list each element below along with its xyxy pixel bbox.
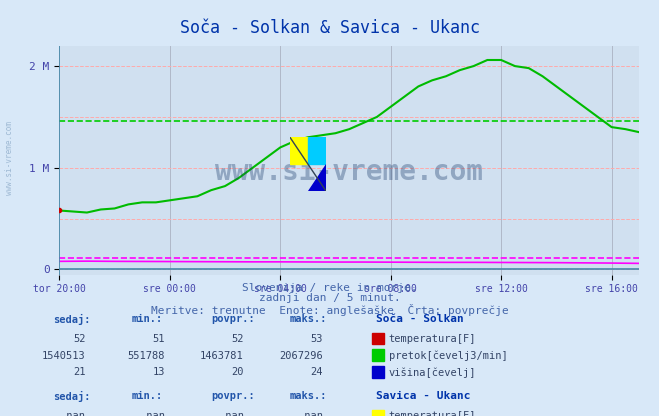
Text: 24: 24 xyxy=(310,367,323,377)
Text: Meritve: trenutne  Enote: anglešaške  Črta: povprečje: Meritve: trenutne Enote: anglešaške Črta… xyxy=(151,304,508,316)
Text: 20: 20 xyxy=(231,367,244,377)
Text: 13: 13 xyxy=(152,367,165,377)
Text: 51: 51 xyxy=(152,334,165,344)
Text: -nan: -nan xyxy=(298,411,323,416)
Text: -nan: -nan xyxy=(219,411,244,416)
Text: sedaj:: sedaj: xyxy=(53,391,90,402)
Text: 53: 53 xyxy=(310,334,323,344)
Text: Slovenija / reke in morje.: Slovenija / reke in morje. xyxy=(242,283,417,293)
Text: 1540513: 1540513 xyxy=(42,351,86,361)
Bar xyxy=(290,137,308,164)
Text: 1463781: 1463781 xyxy=(200,351,244,361)
Text: 21: 21 xyxy=(73,367,86,377)
Text: maks.:: maks.: xyxy=(290,391,328,401)
Text: Soča - Solkan & Savica - Ukanc: Soča - Solkan & Savica - Ukanc xyxy=(179,19,480,37)
Polygon shape xyxy=(308,164,326,191)
Text: 551788: 551788 xyxy=(127,351,165,361)
Text: www.si-vreme.com: www.si-vreme.com xyxy=(215,158,483,186)
Text: zadnji dan / 5 minut.: zadnji dan / 5 minut. xyxy=(258,293,401,303)
Text: temperatura[F]: temperatura[F] xyxy=(389,411,476,416)
Text: min.:: min.: xyxy=(132,314,163,324)
Bar xyxy=(308,137,326,164)
Text: višina[čevelj]: višina[čevelj] xyxy=(389,367,476,378)
Text: 52: 52 xyxy=(73,334,86,344)
Text: pretok[čevelj3/min]: pretok[čevelj3/min] xyxy=(389,351,507,361)
Text: Savica - Ukanc: Savica - Ukanc xyxy=(376,391,470,401)
Text: 2067296: 2067296 xyxy=(279,351,323,361)
Text: sedaj:: sedaj: xyxy=(53,314,90,325)
Text: 52: 52 xyxy=(231,334,244,344)
Text: maks.:: maks.: xyxy=(290,314,328,324)
Text: povpr.:: povpr.: xyxy=(211,391,254,401)
Text: povpr.:: povpr.: xyxy=(211,314,254,324)
Text: Soča - Solkan: Soča - Solkan xyxy=(376,314,463,324)
Text: temperatura[F]: temperatura[F] xyxy=(389,334,476,344)
Text: min.:: min.: xyxy=(132,391,163,401)
Text: www.si-vreme.com: www.si-vreme.com xyxy=(5,121,14,195)
Text: -nan: -nan xyxy=(140,411,165,416)
Text: -nan: -nan xyxy=(61,411,86,416)
